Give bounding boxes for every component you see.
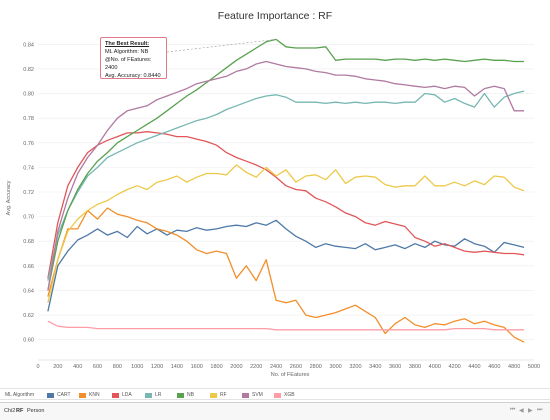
y-axis-label: Avg. Accuracy — [6, 180, 12, 215]
series-lines — [47, 38, 525, 343]
legend-item-xgb[interactable]: XGB — [274, 392, 295, 398]
next-icon[interactable]: ▶ — [528, 408, 533, 414]
x-tick-label: 800 — [113, 364, 122, 370]
last-icon[interactable]: ⏭ — [537, 407, 543, 413]
legend-label: KNN — [89, 392, 100, 398]
legend-label: CART — [57, 392, 71, 398]
x-tick-label: 200 — [53, 364, 62, 370]
y-tick-label: 0.72 — [23, 190, 34, 196]
tab-chi2[interactable]: Chi2 — [4, 408, 16, 414]
x-tick-label: 3200 — [349, 364, 361, 370]
legend-item-lda[interactable]: LDA — [112, 392, 132, 398]
x-tick-label: 4200 — [449, 364, 461, 370]
series-line-rf — [47, 164, 525, 303]
legend-item-lr[interactable]: LR — [145, 392, 161, 398]
x-tick-label: 4400 — [468, 364, 480, 370]
first-icon[interactable]: ⏮ — [510, 407, 516, 413]
legend-label: LDA — [122, 392, 132, 398]
x-tick-label: 3600 — [389, 364, 401, 370]
annotation-heading: The Best Result: — [105, 41, 150, 47]
legend-item-svm[interactable]: SVM — [242, 392, 263, 398]
legend-swatch — [47, 392, 54, 398]
x-tick-label: 1000 — [131, 364, 143, 370]
prev-icon[interactable]: ◀ — [519, 408, 524, 414]
series-line-lr — [47, 90, 525, 281]
x-tick-label: 5000 — [528, 364, 540, 370]
legend-swatch — [79, 392, 86, 398]
axes: 0.60 0.62 0.64 0.66 0.68 0.70 0.72 0.74 0.76 0.78… — [23, 42, 540, 370]
series-line-xgb — [47, 320, 525, 331]
x-tick-label: 2800 — [310, 364, 322, 370]
y-tick-label: 0.78 — [23, 116, 34, 122]
legend: ML Algorithm CART KNN LDA LR NB RF SVM X… — [0, 388, 550, 400]
y-tick-label: 0.64 — [23, 288, 34, 294]
legend-swatch — [210, 392, 217, 398]
annotation-features: @No. of FEatures: 2400 — [105, 57, 152, 71]
y-tick-label: 0.70 — [23, 215, 34, 221]
x-tick-label: 2400 — [270, 364, 282, 370]
y-tick-label: 0.66 — [23, 264, 34, 270]
series-line-lda — [47, 131, 525, 279]
y-tick-label: 0.84 — [23, 42, 34, 48]
y-tick-label: 0.62 — [23, 313, 34, 319]
legend-swatch — [274, 392, 281, 398]
x-tick-label: 2200 — [250, 364, 262, 370]
legend-label: RF — [220, 392, 227, 398]
x-tick-label: 4800 — [508, 364, 520, 370]
x-tick-label: 4000 — [429, 364, 441, 370]
legend-item-nb[interactable]: NB — [177, 392, 194, 398]
tab-person[interactable]: Person — [27, 408, 45, 414]
plot-area: 0.60 0.62 0.64 0.66 0.68 0.70 0.72 0.74 0.76 0.78… — [6, 38, 540, 378]
legend-label: SVM — [252, 392, 263, 398]
series-line-cart — [47, 219, 525, 312]
x-tick-label: 2600 — [290, 364, 302, 370]
legend-item-rf[interactable]: RF — [210, 392, 227, 398]
y-tick-label: 0.76 — [23, 141, 34, 147]
x-axis-label: No. of FEatures — [271, 372, 310, 378]
best-result-annotation: The Best Result: ML Algorithm: NB @No. o… — [100, 37, 167, 79]
x-tick-label: 1800 — [210, 364, 222, 370]
x-tick-label: 1600 — [191, 364, 203, 370]
x-tick-label: 1400 — [171, 364, 183, 370]
tab-rf[interactable]: RF — [16, 408, 24, 414]
legend-title: ML Algorithm — [5, 392, 34, 398]
series-line-svm — [47, 60, 525, 291]
x-tick-label: 4600 — [488, 364, 500, 370]
y-tick-label: 0.82 — [23, 67, 34, 73]
sheet-tab-bar: Chi2 RF Person ⏮ ◀ ▶ ⏭ — [0, 402, 550, 420]
legend-swatch — [112, 392, 119, 398]
x-tick-label: 3000 — [329, 364, 341, 370]
series-line-nb — [47, 38, 525, 291]
y-tick-label: 0.68 — [23, 239, 34, 245]
x-tick-label: 600 — [93, 364, 102, 370]
x-tick-label: 1200 — [151, 364, 163, 370]
legend-swatch — [145, 392, 152, 398]
x-tick-label: 2000 — [230, 364, 242, 370]
annotation-accuracy: Avg. Accuracy: 0.8440 — [105, 73, 161, 79]
legend-swatch — [177, 392, 184, 398]
chart-title: Feature Importance : RF — [217, 10, 333, 22]
x-tick-label: 400 — [73, 364, 82, 370]
y-tick-label: 0.80 — [23, 92, 34, 98]
x-tick-label: 3800 — [409, 364, 421, 370]
legend-swatch — [242, 392, 249, 398]
y-tick-label: 0.60 — [23, 338, 34, 344]
x-tick-label: 0 — [36, 364, 39, 370]
legend-label: LR — [155, 392, 162, 398]
legend-label: XGB — [284, 392, 295, 398]
series-line-knn — [47, 207, 525, 343]
grid-lines — [38, 44, 534, 340]
annotation-algorithm: ML Algorithm: NB — [105, 49, 149, 55]
legend-label: NB — [187, 392, 194, 398]
legend-item-cart[interactable]: CART — [47, 392, 71, 398]
y-tick-label: 0.74 — [23, 165, 34, 171]
legend-item-knn[interactable]: KNN — [79, 392, 100, 398]
x-tick-label: 3400 — [369, 364, 381, 370]
